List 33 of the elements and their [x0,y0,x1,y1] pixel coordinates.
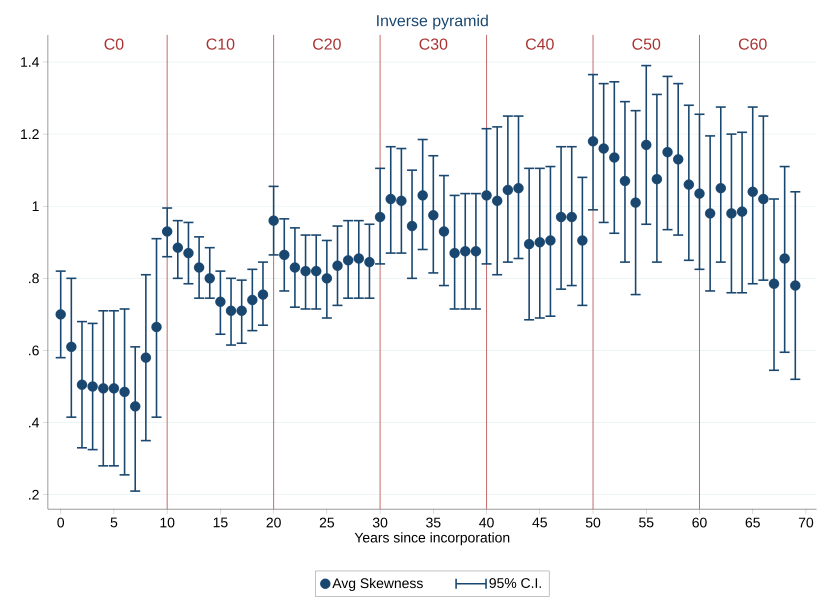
x-tick-label: 40 [479,518,494,528]
x-tick-label: 0 [57,518,64,528]
x-tick-label: 70 [798,518,814,528]
annotation: C40 [526,38,554,50]
y-tick-label: 1 [32,201,39,212]
y-tick-label: .2 [29,490,39,500]
x-tick-label: 30 [372,518,388,528]
annotation: C0 [104,38,124,50]
annotation: C20 [313,38,341,50]
x-tick-label: 25 [320,518,334,528]
x-tick-label: 60 [692,518,707,528]
x-tick-label: 50 [586,518,600,528]
x-tick-label: 55 [639,518,654,528]
annotation: C50 [632,38,660,50]
x-tick-label: 45 [532,518,547,528]
x-tick-label: 15 [214,518,228,528]
legend-label: Avg Skewness [332,578,423,591]
x-tick-label: 65 [746,518,760,528]
text: 95% C.I. [489,578,541,588]
x-tick-label: 35 [426,518,440,528]
x-tick-label: 10 [160,518,174,528]
annotation: C30 [420,38,448,50]
y-tick-label: 1.4 [21,57,39,67]
y-tick-label: .4 [29,418,40,428]
chart-title: Inverse pyramid [377,14,488,30]
y-tick-label: .6 [29,346,39,356]
annotation: C60 [738,38,767,50]
x-tick-label: 20 [266,518,281,528]
y-tick-label: .8 [29,273,39,284]
x-tick-label: 5 [110,518,118,528]
y-tick-label: 1.2 [21,129,39,139]
x-axis-title: Years since incorporation [354,532,510,546]
annotation: C10 [206,38,234,50]
